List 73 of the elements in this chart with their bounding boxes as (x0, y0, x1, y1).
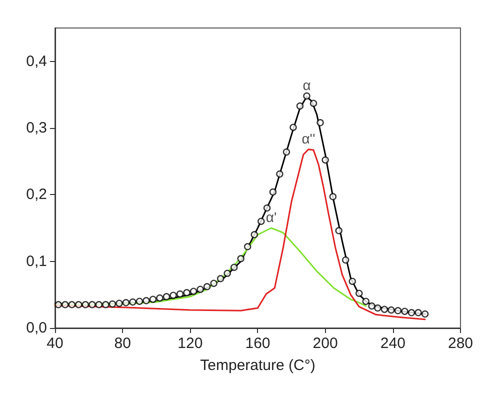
point (258, 218, 265, 225)
point (250, 231, 258, 238)
point (230, 264, 238, 271)
point (316, 119, 324, 126)
point (380, 306, 388, 313)
point (224, 270, 231, 277)
point (296, 102, 304, 110)
point (388, 306, 395, 314)
point (162, 293, 170, 300)
point (88, 301, 96, 308)
point (170, 292, 177, 299)
annotation: α' (266, 209, 277, 225)
point (394, 307, 402, 314)
point (122, 299, 130, 306)
point (196, 286, 204, 293)
point (210, 280, 218, 287)
annotation: α'' (302, 130, 316, 146)
point (102, 301, 110, 308)
point (303, 92, 310, 100)
point (95, 301, 103, 308)
point (82, 301, 90, 308)
point (263, 204, 271, 212)
point (310, 100, 318, 107)
point (116, 300, 123, 307)
annotation: α (302, 77, 311, 93)
point (68, 301, 76, 308)
point (276, 170, 284, 178)
point (108, 300, 116, 308)
point (362, 298, 370, 305)
point (176, 290, 184, 298)
point (190, 288, 198, 295)
point (335, 227, 342, 234)
point (414, 309, 422, 316)
x-tick-label: 80 (114, 335, 131, 352)
line-series (54, 148, 426, 320)
point (237, 255, 244, 262)
y-tick-label: 0,3 (26, 120, 47, 136)
point (374, 304, 382, 312)
point (62, 301, 69, 308)
point (216, 275, 224, 282)
point (54, 301, 62, 308)
point (356, 290, 363, 297)
point (368, 302, 376, 310)
point (342, 256, 350, 264)
point (142, 297, 150, 304)
point (136, 298, 144, 305)
x-tick-label: 40 (46, 335, 64, 352)
point (282, 148, 290, 156)
point (329, 193, 337, 200)
y-tick-label: 0,2 (26, 186, 47, 204)
x-tick-label: 120 (178, 335, 203, 352)
point (203, 283, 211, 290)
x-tick-label: 280 (448, 335, 473, 352)
point (269, 188, 277, 196)
point (129, 298, 136, 306)
x-axis-title: Temperature (C°) (200, 357, 316, 374)
point (408, 309, 416, 316)
point (401, 308, 408, 315)
y-tick-label: 0,0 (26, 320, 47, 336)
point (149, 296, 157, 303)
point (244, 243, 252, 250)
point (322, 156, 329, 164)
point (348, 278, 356, 285)
y-tick-label: 0,4 (26, 52, 47, 70)
y-tick-label: 0,1 (26, 252, 47, 270)
point (183, 289, 190, 296)
point (421, 310, 429, 318)
point (156, 294, 164, 302)
x-tick-label: 200 (312, 335, 338, 352)
point (290, 124, 297, 131)
x-tick-label: 240 (380, 335, 406, 352)
x-tick-label: 160 (245, 335, 270, 352)
point (75, 301, 82, 308)
